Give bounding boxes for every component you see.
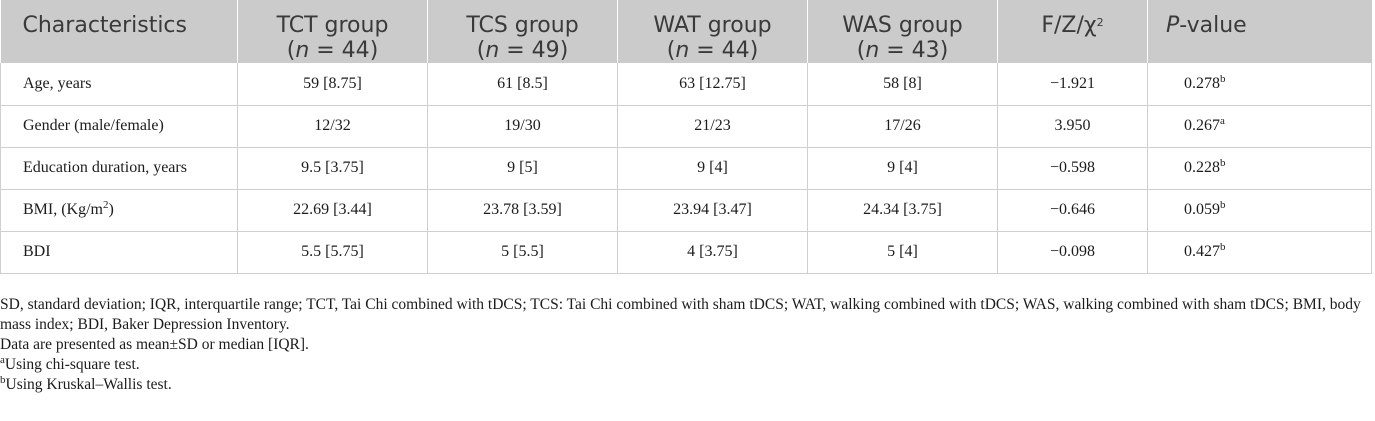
header-characteristics: Characteristics	[0, 0, 238, 63]
cell-wat: 9 [4]	[617, 147, 808, 190]
cell-tct: 12/32	[237, 105, 428, 148]
cell-p-value: 0.427b	[1147, 231, 1372, 274]
table-header-row: Characteristics TCT group (n = 44) TCS gr…	[0, 0, 1372, 63]
header-wat-group: WAT group (n = 44)	[617, 0, 808, 63]
cell-p-value: 0.059b	[1147, 189, 1372, 232]
table-row: Age, years 59 [8.75] 61 [8.5] 63 [12.75]…	[0, 63, 1372, 106]
cell-was: 24.34 [3.75]	[807, 189, 998, 232]
row-label: BDI	[0, 231, 238, 274]
cell-p-value: 0.228b	[1147, 147, 1372, 190]
cell-was: 9 [4]	[807, 147, 998, 190]
row-label: BMI, (Kg/m2)	[0, 189, 238, 232]
cell-tct: 59 [8.75]	[237, 63, 428, 106]
cell-statistic: −0.598	[997, 147, 1148, 190]
cell-statistic: −0.646	[997, 189, 1148, 232]
cell-tcs: 23.78 [3.59]	[427, 189, 618, 232]
cell-wat: 23.94 [3.47]	[617, 189, 808, 232]
presentation-note: Data are presented as mean±SD or median …	[0, 336, 309, 353]
row-label: Age, years	[0, 63, 238, 106]
footnote-a: aUsing chi-square test.	[0, 354, 140, 374]
cell-tct: 22.69 [3.44]	[237, 189, 428, 232]
abbreviations-note: SD, standard deviation; IQR, interquarti…	[0, 296, 1361, 333]
cell-tcs: 5 [5.5]	[427, 231, 618, 274]
cell-tct: 9.5 [3.75]	[237, 147, 428, 190]
cell-tcs: 19/30	[427, 105, 618, 148]
cell-wat: 4 [3.75]	[617, 231, 808, 274]
cell-tcs: 9 [5]	[427, 147, 618, 190]
table-footnotes: SD, standard deviation; IQR, interquarti…	[0, 295, 1371, 395]
row-label: Gender (male/female)	[0, 105, 238, 148]
cell-p-value: 0.278b	[1147, 63, 1372, 106]
header-was-group: WAS group (n = 43)	[807, 0, 998, 63]
cell-wat: 21/23	[617, 105, 808, 148]
footnote-b: bUsing Kruskal–Wallis test.	[0, 374, 172, 394]
table-row: Education duration, years 9.5 [3.75] 9 […	[0, 147, 1372, 190]
table-row: BMI, (Kg/m2) 22.69 [3.44] 23.78 [3.59] 2…	[0, 189, 1372, 232]
header-statistic: F/Z/χ2	[997, 0, 1148, 63]
characteristics-table: Characteristics TCT group (n = 44) TCS gr…	[0, 0, 1372, 274]
table-row: Gender (male/female) 12/32 19/30 21/23 1…	[0, 105, 1372, 148]
header-tct-group: TCT group (n = 44)	[237, 0, 428, 63]
cell-was: 58 [8]	[807, 63, 998, 106]
header-tcs-group: TCS group (n = 49)	[427, 0, 618, 63]
cell-tcs: 61 [8.5]	[427, 63, 618, 106]
cell-statistic: −0.098	[997, 231, 1148, 274]
cell-was: 5 [4]	[807, 231, 998, 274]
table-row: BDI 5.5 [5.75] 5 [5.5] 4 [3.75] 5 [4] −0…	[0, 231, 1372, 274]
cell-wat: 63 [12.75]	[617, 63, 808, 106]
cell-statistic: −1.921	[997, 63, 1148, 106]
header-p-value: P-value	[1147, 0, 1372, 63]
cell-was: 17/26	[807, 105, 998, 148]
cell-statistic: 3.950	[997, 105, 1148, 148]
cell-p-value: 0.267a	[1147, 105, 1372, 148]
row-label: Education duration, years	[0, 147, 238, 190]
cell-tct: 5.5 [5.75]	[237, 231, 428, 274]
